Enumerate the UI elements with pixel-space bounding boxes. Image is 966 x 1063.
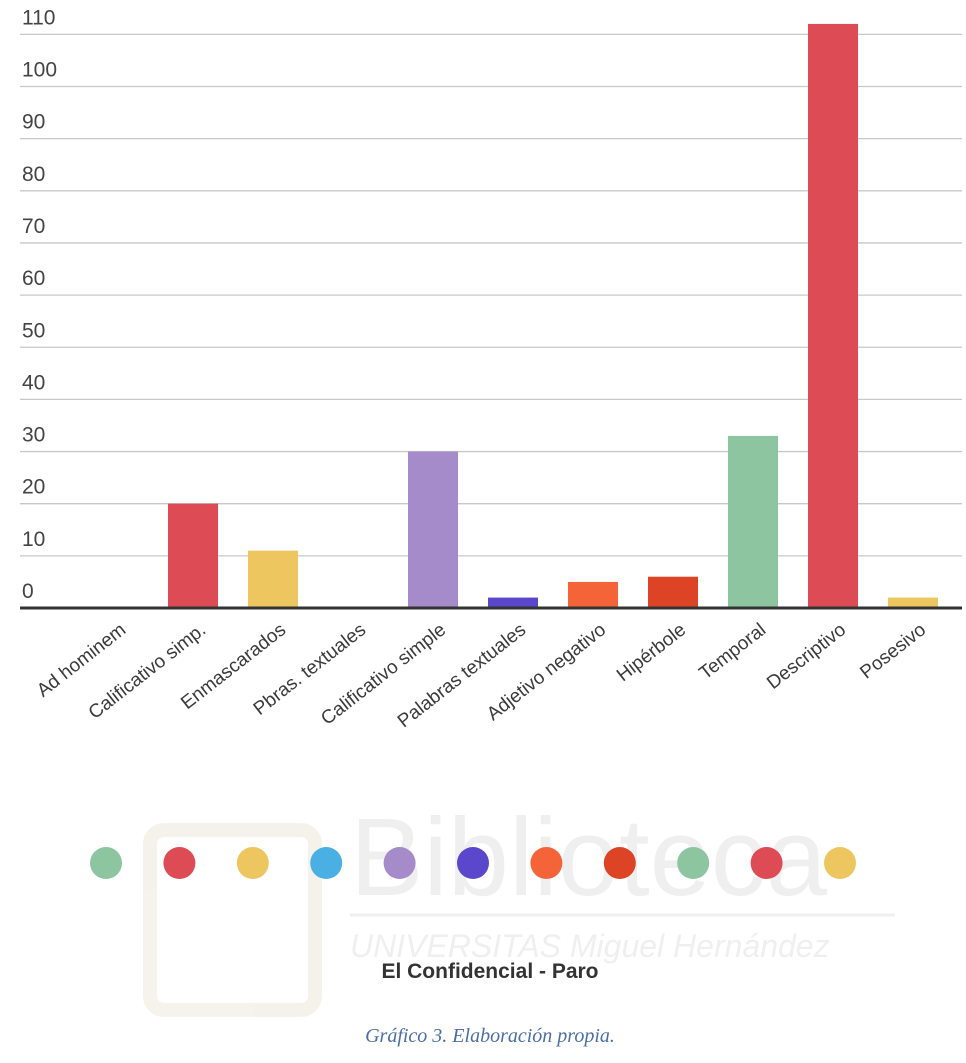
bar <box>248 550 298 608</box>
y-tick-label: 60 <box>22 267 45 290</box>
x-category-label: Temporal <box>696 619 771 684</box>
watermark-logo: Biblioteca UNIVERSITAS Miguel Hernández <box>143 796 895 1017</box>
legend-marker <box>603 847 636 879</box>
bar <box>408 451 458 608</box>
legend-marker <box>824 847 856 879</box>
figure-caption: Gráfico 3. Elaboración propia. <box>365 1025 615 1047</box>
y-tick-label: 40 <box>22 371 45 394</box>
y-tick-label: 0 <box>22 580 34 603</box>
y-tick-label: 30 <box>22 424 45 447</box>
legend-marker <box>310 847 343 879</box>
y-tick-label: 10 <box>22 528 45 551</box>
bar <box>728 435 778 608</box>
bar <box>888 597 938 608</box>
legend-marker <box>750 847 783 879</box>
bar <box>808 23 858 609</box>
gridlines <box>20 33 962 557</box>
y-tick-label: 20 <box>22 476 45 499</box>
legend-marker <box>457 847 489 879</box>
watermark-book-shape <box>143 823 322 1017</box>
legend-marker <box>163 847 196 879</box>
legend-marker <box>530 847 563 879</box>
legend-title: El Confidencial - Paro <box>381 960 598 983</box>
x-category-label: Hipérbole <box>613 619 690 686</box>
bars <box>168 23 938 609</box>
y-tick-label: 90 <box>22 111 45 134</box>
bar <box>488 597 538 608</box>
y-tick-label: 50 <box>22 319 45 342</box>
watermark-subtitle: UNIVERSITAS Miguel Hernández <box>350 928 830 964</box>
y-tick-label: 110 <box>22 6 55 29</box>
x-category-label: Posesivo <box>856 619 930 683</box>
legend-marker <box>90 847 122 879</box>
legend-marker <box>677 847 710 879</box>
legend-marker <box>236 847 269 879</box>
x-category-label: Descriptivo <box>763 619 850 693</box>
y-tick-label: 100 <box>22 59 57 82</box>
bar <box>168 503 218 608</box>
bar <box>648 576 698 608</box>
bar <box>568 581 618 608</box>
y-tick-label: 70 <box>22 215 45 238</box>
legend <box>90 847 856 879</box>
y-tick-label: 80 <box>22 163 45 186</box>
y-axis-ticks: 0 10 20 30 40 50 60 70 80 90 100 110 <box>22 6 57 603</box>
legend-marker <box>383 847 416 879</box>
watermark-word: Biblioteca <box>350 796 828 919</box>
